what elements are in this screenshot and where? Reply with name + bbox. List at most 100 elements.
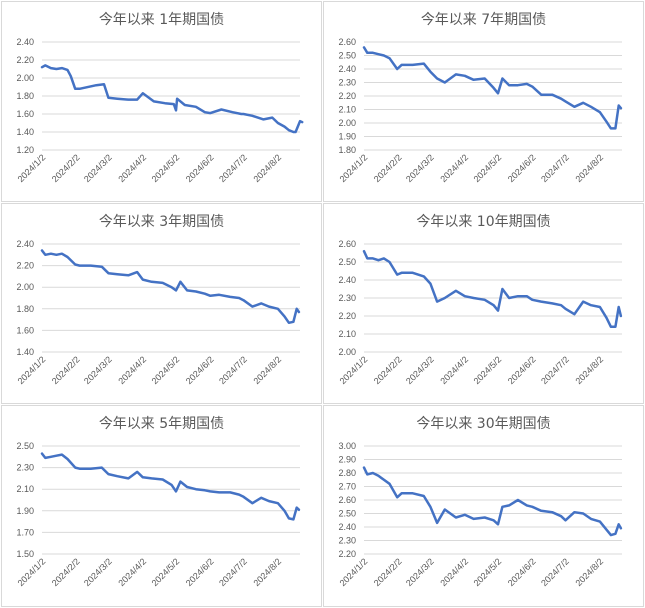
series-line xyxy=(362,466,623,537)
x-tick-label: 2024/1/2 xyxy=(338,556,370,588)
x-tick-label: 2024/2/2 xyxy=(372,152,404,184)
y-tick-label: 2.10 xyxy=(16,484,34,494)
y-tick-label: 1.20 xyxy=(16,145,34,155)
y-tick-label: 2.60 xyxy=(338,37,356,47)
x-tick-label: 2024/7/2 xyxy=(539,354,571,386)
y-tick-label: 2.20 xyxy=(338,91,356,101)
chart-panel: 今年以来 1年期国债 2.40 2.20 2.00 1.80 1.60 1.40 1.20 20… xyxy=(1,1,322,202)
y-tick-label: 1.80 xyxy=(16,304,34,314)
x-tick-label: 2024/5/2 xyxy=(150,354,182,386)
x-tick-label: 2024/8/2 xyxy=(251,152,283,184)
x-tick-label: 2024/8/2 xyxy=(251,354,283,386)
x-tick-label: 2024/6/2 xyxy=(184,556,216,588)
chart-svg: 今年以来 5年期国债 2.50 2.30 2.10 1.90 1.70 1.502024/1… xyxy=(16,416,301,588)
y-tick-label: 2.20 xyxy=(16,261,34,271)
chart-panel: 今年以来 7年期国债 2.60 2.50 2.40 2.30 2.20 2.10 2.00 1.… xyxy=(323,1,644,202)
x-tick-label: 2024/3/2 xyxy=(82,354,114,386)
chart-svg: 今年以来 7年期国债 2.60 2.50 2.40 2.30 2.20 2.10 2.00 1.… xyxy=(338,12,623,184)
x-tick-label: 2024/3/2 xyxy=(404,556,436,588)
chart-panel: 今年以来 10年期国债 2.60 2.50 2.40 2.30 2.20 2.10 2.00 2… xyxy=(323,203,644,404)
x-tick-label: 2024/6/2 xyxy=(184,354,216,386)
chart-panel: 今年以来 30年期国债 3.00 2.90 2.80 2.70 2.60 2.50 2.40 2… xyxy=(323,405,644,607)
y-tick-label: 1.70 xyxy=(16,527,34,537)
series-line xyxy=(40,249,301,325)
chart-title: 今年以来 3年期国债 xyxy=(99,214,224,230)
x-tick-label: 2024/7/2 xyxy=(539,556,571,588)
x-tick-label: 2024/7/2 xyxy=(217,152,249,184)
x-tick-label: 2024/3/2 xyxy=(404,354,436,386)
x-tick-label: 2024/8/2 xyxy=(573,556,605,588)
y-tick-label: 2.40 xyxy=(338,275,356,285)
chart-panel: 今年以来 3年期国债 2.40 2.20 2.00 1.80 1.60 1.40 2024/1… xyxy=(1,203,322,404)
y-tick-label: 2.40 xyxy=(16,239,34,249)
x-tick-label: 2024/1/2 xyxy=(16,152,48,184)
y-tick-label: 3.00 xyxy=(338,441,356,451)
x-tick-label: 2024/3/2 xyxy=(404,152,436,184)
y-tick-label: 1.60 xyxy=(16,109,34,119)
x-tick-label: 2024/8/2 xyxy=(573,152,605,184)
y-tick-label: 2.20 xyxy=(338,311,356,321)
chart-title: 今年以来 1年期国债 xyxy=(99,12,224,28)
y-tick-label: 2.00 xyxy=(338,347,356,357)
y-tick-label: 2.20 xyxy=(338,549,356,559)
x-tick-label: 2024/2/2 xyxy=(372,556,404,588)
x-tick-label: 2024/5/2 xyxy=(472,556,504,588)
chart-title: 今年以来 5年期国债 xyxy=(99,416,224,432)
y-tick-label: 2.40 xyxy=(16,37,34,47)
x-tick-label: 2024/2/2 xyxy=(50,354,82,386)
x-tick-label: 2024/4/2 xyxy=(438,354,470,386)
y-tick-label: 2.10 xyxy=(338,105,356,115)
y-tick-label: 2.70 xyxy=(338,482,356,492)
x-tick-label: 2024/4/2 xyxy=(116,556,148,588)
y-tick-label: 2.30 xyxy=(338,293,356,303)
x-tick-label: 2024/3/2 xyxy=(82,556,114,588)
x-tick-label: 2024/6/2 xyxy=(506,152,538,184)
x-tick-label: 2024/4/2 xyxy=(438,556,470,588)
y-tick-label: 2.50 xyxy=(338,257,356,267)
y-tick-label: 2.50 xyxy=(338,509,356,519)
x-tick-label: 2024/7/2 xyxy=(217,354,249,386)
x-tick-label: 2024/1/2 xyxy=(16,556,48,588)
x-tick-label: 2024/6/2 xyxy=(506,556,538,588)
y-tick-label: 2.40 xyxy=(338,64,356,74)
y-tick-label: 1.90 xyxy=(16,506,34,516)
series-line xyxy=(40,452,301,521)
x-tick-label: 2024/6/2 xyxy=(184,152,216,184)
x-tick-label: 2024/4/2 xyxy=(116,354,148,386)
series-line xyxy=(362,249,623,329)
chart-svg: 今年以来 3年期国债 2.40 2.20 2.00 1.80 1.60 1.402024/1… xyxy=(16,214,301,386)
y-tick-label: 1.60 xyxy=(16,325,34,335)
x-tick-label: 2024/8/2 xyxy=(251,556,283,588)
x-tick-label: 2024/5/2 xyxy=(150,556,182,588)
x-tick-label: 2024/3/2 xyxy=(82,152,114,184)
y-tick-label: 2.50 xyxy=(338,51,356,61)
y-tick-label: 2.60 xyxy=(338,239,356,249)
series-line xyxy=(40,64,304,134)
y-tick-label: 2.60 xyxy=(338,495,356,505)
x-tick-label: 2024/5/2 xyxy=(472,152,504,184)
x-tick-label: 2024/1/2 xyxy=(16,354,48,386)
y-tick-label: 1.80 xyxy=(338,145,356,155)
x-tick-label: 2024/7/2 xyxy=(539,152,571,184)
y-tick-label: 2.90 xyxy=(338,455,356,465)
y-tick-label: 2.40 xyxy=(338,522,356,532)
x-tick-label: 2024/4/2 xyxy=(438,152,470,184)
x-tick-label: 2024/2/2 xyxy=(50,556,82,588)
x-tick-label: 2024/5/2 xyxy=(472,354,504,386)
x-tick-label: 2024/5/2 xyxy=(150,152,182,184)
x-tick-label: 2024/1/2 xyxy=(338,152,370,184)
y-tick-label: 2.30 xyxy=(16,463,34,473)
y-tick-label: 2.20 xyxy=(16,55,34,65)
x-tick-label: 2024/6/2 xyxy=(506,354,538,386)
x-tick-label: 2024/7/2 xyxy=(217,556,249,588)
y-tick-label: 2.30 xyxy=(338,78,356,88)
x-tick-label: 2024/2/2 xyxy=(372,354,404,386)
x-tick-label: 2024/4/2 xyxy=(116,152,148,184)
y-tick-label: 1.40 xyxy=(16,347,34,357)
chart-svg: 今年以来 10年期国债2.602.502.402.302.202.102.002… xyxy=(338,214,623,386)
y-tick-label: 2.80 xyxy=(338,468,356,478)
x-tick-label: 2024/1/2 xyxy=(338,354,370,386)
y-tick-label: 2.00 xyxy=(16,282,34,292)
y-tick-label: 1.40 xyxy=(16,127,34,137)
chart-title: 今年以来 30年期国债 xyxy=(416,416,550,432)
